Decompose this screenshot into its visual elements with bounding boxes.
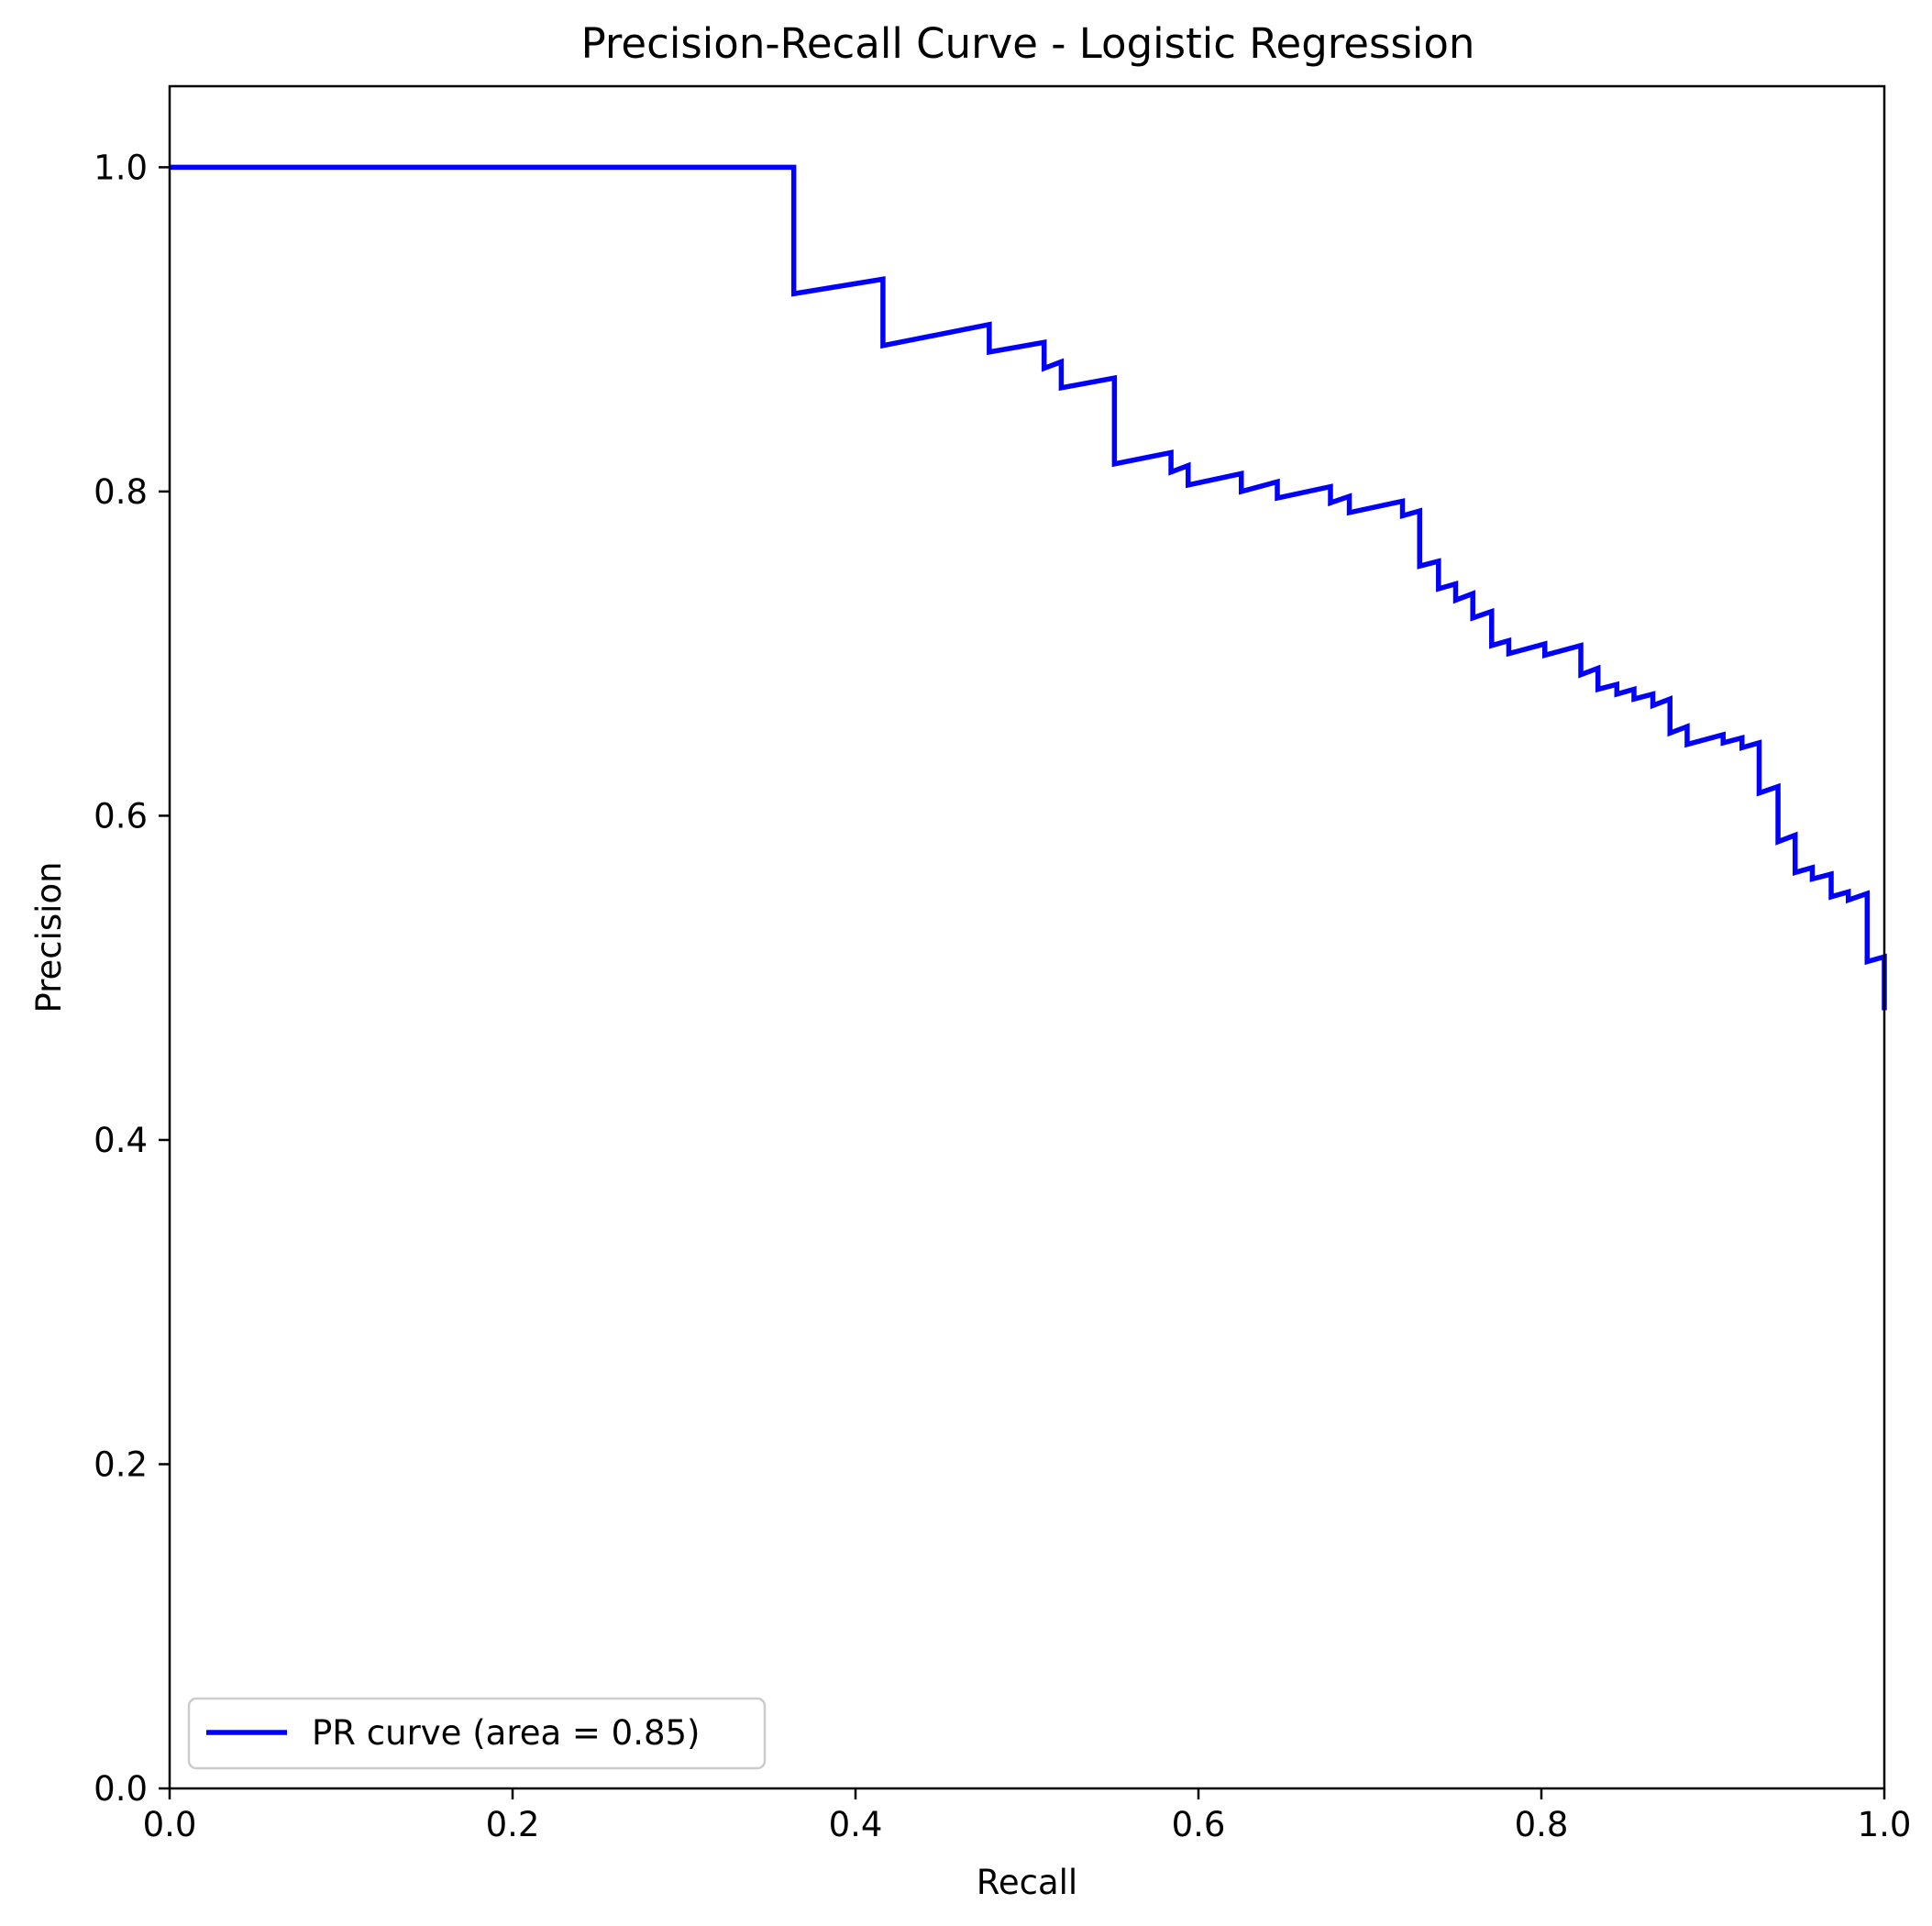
plot-area: [170, 86, 1884, 1788]
y-axis-label: Precision: [29, 861, 69, 1013]
plot-frame: [168, 84, 1886, 1790]
x-axis-ticks: 0.0 0.2 0.4 0.6 0.8 1.0: [143, 1788, 1912, 1844]
x-tick-label: 0.0: [143, 1805, 197, 1844]
x-tick-label: 0.6: [1172, 1805, 1226, 1844]
legend-label: PR curve (area = 0.85): [312, 1713, 701, 1753]
y-tick-label: 0.4: [94, 1121, 148, 1160]
x-tick-label: 1.0: [1858, 1805, 1912, 1844]
y-axis-ticks: 0.0 0.2 0.4 0.6 0.8 1.0: [94, 148, 170, 1809]
x-tick-label: 0.8: [1515, 1805, 1569, 1844]
y-tick-label: 0.6: [94, 796, 148, 836]
legend: PR curve (area = 0.85): [187, 1697, 767, 1770]
y-tick-label: 1.0: [94, 148, 148, 187]
x-tick-label: 0.4: [829, 1805, 883, 1844]
y-tick-label: 0.2: [94, 1444, 148, 1484]
legend-box: [187, 1697, 767, 1770]
y-tick-label: 0.0: [94, 1769, 148, 1809]
y-tick-label: 0.8: [94, 472, 148, 512]
pr-curve-line: [170, 164, 1887, 1011]
x-tick-label: 0.2: [486, 1805, 540, 1844]
chart-title: Precision-Recall Curve - Logistic Regres…: [581, 19, 1475, 68]
x-axis-label: Recall: [977, 1863, 1077, 1902]
